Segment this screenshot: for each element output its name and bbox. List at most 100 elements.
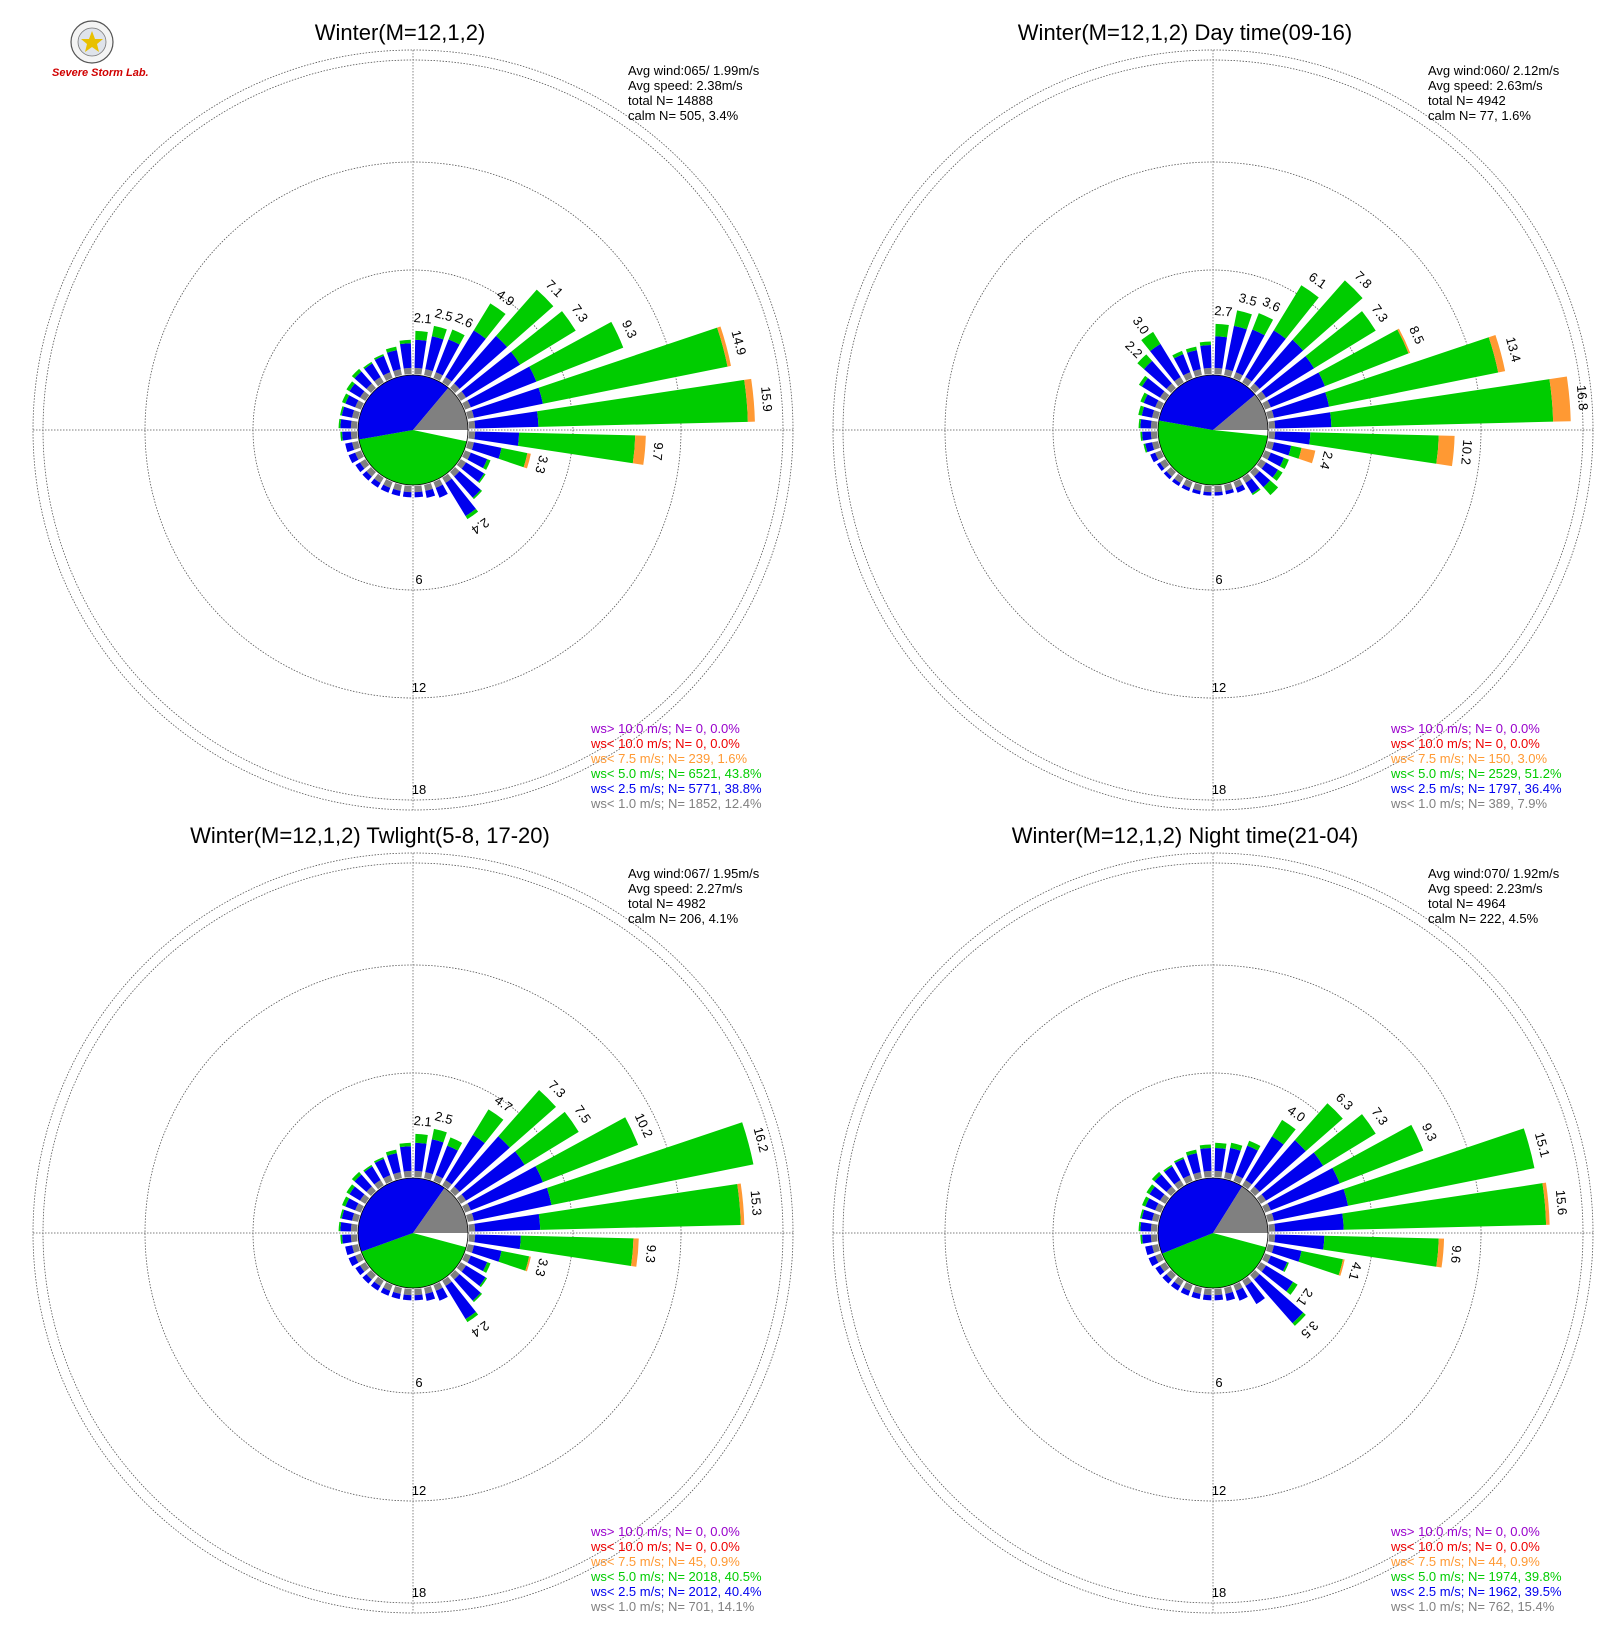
bar-55-lt1 <box>1256 1194 1267 1204</box>
bar-155-lt2_5 <box>1235 484 1246 493</box>
bar-value-label: 4.0 <box>1285 1102 1308 1125</box>
bar-5-lt5 <box>1215 323 1229 338</box>
stat-total: total N= 14888 <box>628 93 713 108</box>
bar-25-lt5 <box>1252 313 1274 336</box>
bar-175-lt1 <box>414 1288 423 1296</box>
bar-335-lt5 <box>1172 350 1184 359</box>
bar-15-lt5 <box>1230 1142 1243 1151</box>
bar-value-label: 9.3 <box>643 1244 660 1263</box>
bar-295-lt5 <box>342 393 350 404</box>
legend-entry: ws< 10.0 m/s; N= 0, 0.0% <box>590 736 740 751</box>
bar-75-lt7_5 <box>717 326 731 367</box>
lab-logo: Severe Storm Lab. <box>52 20 149 79</box>
bar-75-lt1 <box>466 1213 474 1222</box>
center-pie-slice <box>1213 394 1268 430</box>
bar-85-lt7_5 <box>1542 1182 1550 1225</box>
windrose-panel-4: Winter(M=12,1,2) Night time(21-04) 6 12 18 4… <box>832 823 1594 1614</box>
bar-75-lt1 <box>1266 1213 1274 1222</box>
bar-145-lt5 <box>1251 488 1261 496</box>
bar-215-lt1 <box>1174 473 1184 484</box>
bar-335-lt1 <box>1183 1175 1193 1184</box>
bar-155-lt2_5 <box>435 1287 448 1301</box>
bar-95-lt7_5 <box>1436 435 1455 467</box>
bar-195-lt2_5 <box>391 1291 401 1300</box>
bar-75-lt7_5 <box>1488 334 1506 373</box>
bar-value-label: 3.3 <box>532 454 551 475</box>
bar-195-lt2_5 <box>1191 1291 1201 1300</box>
bar-35-lt5 <box>472 1109 504 1144</box>
bar-value-label: 2.4 <box>469 1318 492 1341</box>
bar-25-lt2_5 <box>435 1145 458 1179</box>
bar-335-lt2_5 <box>1174 1158 1191 1179</box>
center-pie-outline <box>357 374 469 486</box>
radial-tick-label: 6 <box>415 1375 422 1390</box>
bar-15-lt5 <box>431 1128 447 1143</box>
bar-45-lt5 <box>1292 280 1363 351</box>
bar-45-lt1 <box>450 383 460 393</box>
bar-265-lt2_5 <box>342 1234 352 1244</box>
star-icon <box>81 31 103 52</box>
bar-25-lt1 <box>1233 372 1243 381</box>
legend-entry: ws> 10.0 m/s; N= 0, 0.0% <box>1390 1524 1540 1539</box>
bar-295-lt1 <box>1155 400 1164 410</box>
bar-55-lt1 <box>456 391 467 401</box>
bar-285-lt1 <box>352 1213 360 1222</box>
legend-entry: ws< 7.5 m/s; N= 239, 1.6% <box>590 751 748 766</box>
bar-205-lt2_5 <box>380 1287 391 1296</box>
bar-75-lt5 <box>1343 1128 1535 1206</box>
bar-145-lt1 <box>1242 473 1252 484</box>
bar-95-lt1 <box>1268 1234 1276 1243</box>
bar-235-lt2_5 <box>1156 462 1165 471</box>
bar-45-lt2_5 <box>454 335 508 389</box>
bar-105-lt5 <box>1288 445 1302 459</box>
bar-265-lt5 <box>340 1234 343 1244</box>
bar-135-lt5 <box>1263 480 1279 496</box>
bar-295-lt2_5 <box>345 1198 359 1211</box>
bar-345-lt5 <box>385 346 397 353</box>
stat-calm: calm N= 206, 4.1% <box>628 911 739 926</box>
bar-65-lt5 <box>529 321 624 382</box>
bar-85-lt7_5 <box>744 378 755 422</box>
bar-65-lt7_5 <box>1397 328 1411 354</box>
radial-tick-label: 6 <box>1215 572 1222 587</box>
bar-65-lt5 <box>1332 1124 1424 1184</box>
bar-145-lt2_5 <box>445 478 476 517</box>
center-pie-slice <box>1158 374 1256 430</box>
bar-value-label: 7.8 <box>1352 268 1375 291</box>
bar-265-lt2_5 <box>342 431 352 441</box>
bar-265-lt1 <box>350 431 358 440</box>
bar-45-lt2_5 <box>454 1136 510 1192</box>
bar-225-lt1 <box>1166 1270 1176 1280</box>
bar-315-lt5 <box>1151 1171 1162 1182</box>
bar-value-label: 13.4 <box>1503 335 1524 363</box>
bar-335-lt1 <box>383 1175 393 1184</box>
bar-5-lt1 <box>414 1170 423 1178</box>
radial-tick-label: 18 <box>1212 1585 1226 1600</box>
bar-325-lt5 <box>363 361 373 370</box>
bar-value-label: 4.9 <box>494 286 517 309</box>
bar-value-label: 10.2 <box>632 1111 656 1140</box>
bar-325-lt2_5 <box>1164 1166 1181 1185</box>
legend-entry: ws< 10.0 m/s; N= 0, 0.0% <box>590 1539 740 1554</box>
stat-total: total N= 4942 <box>1428 93 1506 108</box>
bar-105-lt7_5 <box>523 453 531 469</box>
bar-265-lt5 <box>340 431 343 441</box>
bar-25-lt5 <box>448 329 465 345</box>
bar-35-lt2_5 <box>1245 330 1286 382</box>
bar-115-lt2_5 <box>467 452 488 469</box>
bar-85-lt7_5 <box>1549 376 1571 422</box>
bar-25-lt5 <box>1247 1140 1261 1151</box>
bar-165-lt2_5 <box>425 488 436 498</box>
bar-275-lt5 <box>338 418 342 429</box>
bar-65-lt5 <box>1318 329 1409 387</box>
bar-15-lt1 <box>1224 1172 1233 1180</box>
center-pie-slice <box>1213 1186 1268 1233</box>
bar-315-lt1 <box>366 1186 376 1196</box>
bar-325-lt5 <box>363 1164 373 1173</box>
bar-285-lt1 <box>1152 1213 1160 1222</box>
bar-115-lt1 <box>462 1253 471 1263</box>
bar-25-lt2_5 <box>435 339 460 376</box>
bar-185-lt2_5 <box>402 1294 412 1301</box>
bar-value-label: 15.3 <box>748 1190 765 1217</box>
bar-15-lt1 <box>424 369 433 377</box>
